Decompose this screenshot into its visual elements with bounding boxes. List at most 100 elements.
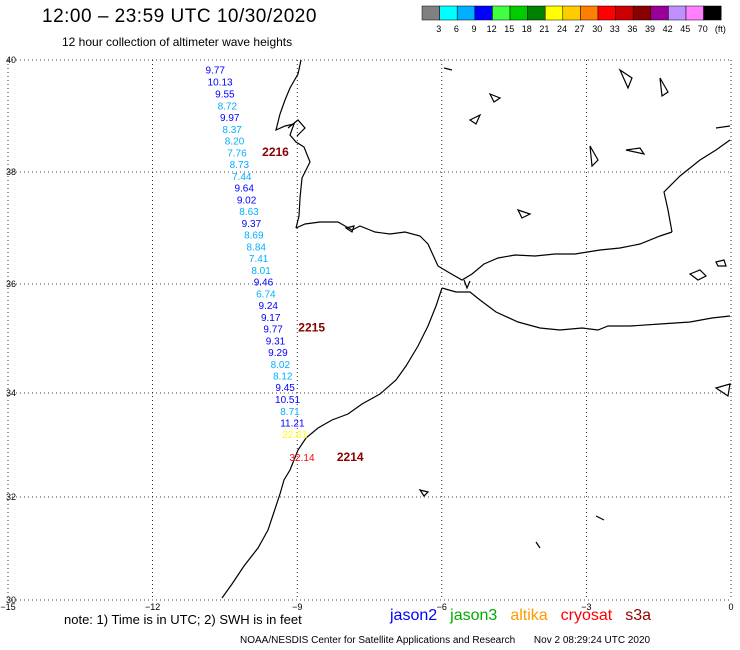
morocco-atlantic-coast — [221, 287, 443, 599]
timestamp-text: Nov 2 08:29:24 UTC 2020 — [533, 635, 651, 646]
island — [715, 125, 731, 129]
color-scale-label: 27 — [575, 24, 585, 34]
wave-height-value: 8.69 — [244, 230, 264, 241]
island — [714, 383, 731, 398]
pass-number-label: 2215 — [298, 320, 325, 334]
wave-height-value: 9.46 — [254, 277, 274, 288]
axis-labels: 40 38 36 34 32 30−15 −12 −9 −6 −3 0 — [0, 55, 733, 612]
lon-label: −12 — [145, 602, 160, 612]
color-scale-label: 33 — [610, 24, 620, 34]
footer: NOAA/NESDIS Center for Satellite Applica… — [240, 635, 650, 646]
wave-height-value: 9.45 — [275, 383, 295, 394]
wave-height-value: 9.55 — [215, 89, 235, 100]
color-scale-label: 21 — [539, 24, 549, 34]
island — [618, 68, 633, 90]
wave-height-value: 8.01 — [251, 266, 271, 277]
wave-height-value: 9.31 — [266, 336, 286, 347]
wave-height-value: 8.02 — [271, 360, 291, 371]
color-scale-label: 12 — [487, 24, 497, 34]
wave-height-value: 9.24 — [259, 301, 279, 312]
credit-text: NOAA/NESDIS Center for Satellite Applica… — [240, 635, 516, 646]
tagus-estuary — [287, 119, 306, 137]
lat-label: 32 — [6, 492, 16, 502]
lon-label: −3 — [581, 602, 591, 612]
island — [595, 515, 605, 521]
color-scale-label: 36 — [627, 24, 637, 34]
lat-label: 40 — [6, 55, 16, 65]
wave-height-value: 8.72 — [218, 101, 238, 112]
island — [344, 225, 355, 233]
wave-height-value: 9.02 — [237, 195, 257, 206]
color-scale-label: 6 — [454, 24, 459, 34]
altimeter-points: 9.7710.139.558.729.978.378.207.768.737.4… — [206, 66, 315, 464]
legend-entry: jason2 — [390, 607, 438, 624]
color-swatch — [703, 5, 722, 21]
wave-height-value: 7.41 — [249, 254, 269, 265]
coastline — [221, 59, 731, 599]
wave-height-value: 10.13 — [208, 78, 233, 89]
wave-height-value: 9.64 — [234, 183, 254, 194]
wave-height-value: 8.84 — [246, 242, 266, 253]
pass-number-label: 2216 — [262, 145, 289, 159]
lon-label: 0 — [728, 602, 733, 612]
lat-label: 36 — [6, 279, 16, 289]
legend-entry: cryosat — [560, 607, 613, 624]
wave-height-value: 8.73 — [230, 160, 250, 171]
legend-entry: s3a — [625, 607, 652, 624]
wave-height-value: 22.61 — [282, 430, 307, 441]
wave-height-value: 6.74 — [256, 289, 276, 300]
island — [516, 208, 532, 219]
color-scale: 3 6 9 12 15 18 21 24 27 30 33 36 39 42 45 70 (ft) — [421, 5, 726, 34]
wave-height-value: 9.17 — [261, 313, 281, 324]
wave-height-value: 7.44 — [232, 172, 252, 183]
lon-label: −9 — [292, 602, 302, 612]
wave-height-value: 11.21 — [280, 418, 305, 429]
gibraltar-tip — [463, 279, 471, 290]
island — [688, 269, 708, 281]
lat-label: 34 — [6, 388, 16, 398]
morocco-north-coast — [441, 287, 731, 331]
island — [715, 259, 727, 267]
lat-label: 30 — [6, 595, 16, 605]
color-scale-label: 45 — [680, 24, 690, 34]
lat-label: 38 — [6, 167, 16, 177]
spain-east-coast — [663, 139, 731, 233]
island — [535, 541, 541, 549]
color-scale-label: 39 — [645, 24, 655, 34]
wave-height-value: 9.77 — [263, 324, 283, 335]
pass-number-label: 2214 — [337, 450, 364, 464]
color-scale-label: 9 — [471, 24, 476, 34]
wave-height-value: 9.77 — [206, 66, 226, 77]
legend-entry: altika — [510, 607, 548, 624]
wave-height-value: 9.29 — [268, 348, 288, 359]
color-scale-label: 18 — [522, 24, 532, 34]
wave-height-value: 8.63 — [239, 207, 259, 218]
grid-lines — [7, 59, 732, 601]
island — [468, 113, 482, 125]
wave-height-value: 7.76 — [227, 148, 247, 159]
map-subtitle: 12 hour collection of altimeter wave hei… — [62, 35, 293, 49]
island — [418, 489, 430, 497]
color-scale-label: 42 — [663, 24, 673, 34]
lon-label: −15 — [0, 602, 15, 612]
wave-height-value: 10.51 — [275, 395, 300, 406]
color-scale-label: 70 — [698, 24, 708, 34]
color-scale-label: (ft) — [715, 24, 726, 34]
wave-height-value: 9.37 — [242, 219, 262, 230]
island — [488, 92, 502, 103]
color-scale-label: 24 — [557, 24, 567, 34]
wave-height-value: 8.37 — [222, 125, 242, 136]
color-scale-label: 3 — [436, 24, 441, 34]
lon-label: −6 — [437, 602, 447, 612]
iberia-south-coast — [295, 221, 673, 281]
color-scale-label: 30 — [592, 24, 602, 34]
wave-height-value: 8.12 — [273, 371, 293, 382]
island — [625, 147, 646, 155]
island — [443, 67, 453, 71]
pass-labels: 2216 2215 2214 — [262, 145, 364, 464]
wave-height-value: 32.14 — [290, 453, 315, 464]
wave-height-value: 9.97 — [220, 113, 240, 124]
island — [589, 145, 599, 168]
note-text: note: 1) Time is in UTC; 2) SWH is in fe… — [64, 612, 302, 627]
